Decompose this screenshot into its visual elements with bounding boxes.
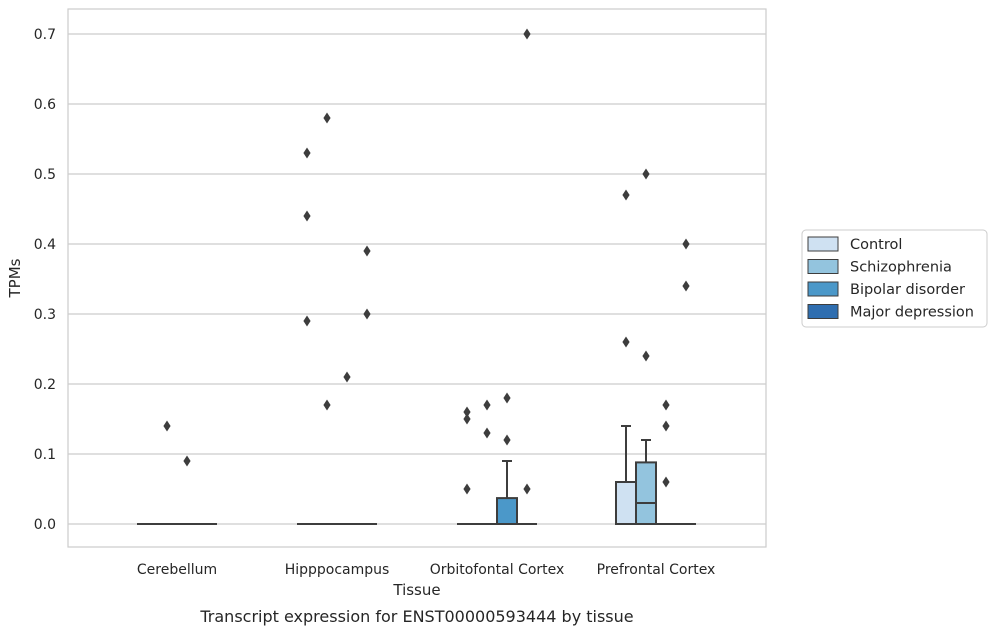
legend-label: Schizophrenia	[850, 260, 952, 276]
grid-lines	[68, 33, 766, 525]
y-tick-label: 0.7	[34, 27, 56, 43]
outlier-point	[682, 238, 690, 250]
box-body	[496, 497, 518, 526]
boxes	[137, 425, 696, 526]
outlier-point	[503, 392, 511, 404]
outlier-point	[662, 399, 670, 411]
outliers	[163, 28, 690, 495]
chart-caption: Transcript expression for ENST0000059344…	[199, 607, 633, 626]
y-tick-label: 0.5	[34, 167, 56, 183]
box-control	[615, 425, 637, 525]
y-tick-label: 0.3	[34, 307, 56, 323]
outlier-point	[183, 455, 191, 467]
legend-swatch	[807, 281, 839, 297]
y-tick-label: 0.0	[34, 517, 56, 533]
box-body	[615, 481, 637, 525]
outlier-point	[523, 28, 531, 40]
outlier-point	[662, 476, 670, 488]
outlier-point	[622, 336, 630, 348]
outlier-point	[483, 399, 491, 411]
outlier-point	[363, 308, 371, 320]
box-schizophrenia	[635, 439, 657, 525]
outlier-point	[343, 371, 351, 383]
outlier-point	[363, 245, 371, 257]
outlier-point	[303, 147, 311, 159]
outlier-point	[463, 483, 471, 495]
outlier-point	[642, 350, 650, 362]
legend-frame	[801, 229, 988, 328]
plot-area-frame	[67, 8, 767, 548]
box-bipolar-disorder	[496, 460, 518, 526]
legend-label: Bipolar disorder	[850, 282, 965, 298]
legend-swatch	[807, 259, 839, 274]
outlier-point	[483, 427, 491, 439]
legend-label: Control	[850, 237, 902, 253]
box-body	[635, 461, 657, 525]
x-tick-label: Hipppocampus	[285, 562, 390, 578]
legend: Control Schizophrenia Bipolar disorder Majo…	[801, 229, 988, 328]
outlier-point	[523, 483, 531, 495]
y-axis-ticks: 0.0 0.1 0.2 0.3 0.4 0.5 0.6 0.7	[34, 27, 56, 533]
legend-label: Major depression	[850, 305, 974, 321]
y-tick-label: 0.4	[34, 237, 56, 253]
y-tick-label: 0.1	[34, 447, 56, 463]
outlier-point	[323, 399, 331, 411]
outlier-point	[463, 413, 471, 425]
x-tick-label: Orbitofontal Cortex	[430, 562, 565, 578]
y-axis-label: TPMs	[6, 258, 24, 298]
outlier-point	[303, 315, 311, 327]
x-axis-ticks: Cerebellum Hipppocampus Orbitofontal Corte…	[137, 562, 715, 578]
x-axis-label: Tissue	[392, 581, 440, 599]
y-tick-label: 0.6	[34, 97, 56, 113]
outlier-point	[163, 420, 171, 432]
outlier-point	[662, 420, 670, 432]
outlier-point	[303, 210, 311, 222]
outlier-point	[323, 112, 331, 124]
outlier-point	[622, 189, 630, 201]
outlier-point	[642, 168, 650, 180]
legend-swatch	[807, 304, 839, 319]
x-tick-label: Cerebellum	[137, 562, 217, 578]
legend-swatch	[807, 236, 839, 252]
y-tick-label: 0.2	[34, 377, 56, 393]
outlier-point	[682, 280, 690, 292]
outlier-point	[503, 434, 511, 446]
x-tick-label: Prefrontal Cortex	[597, 562, 716, 578]
outlier-point	[463, 406, 471, 418]
